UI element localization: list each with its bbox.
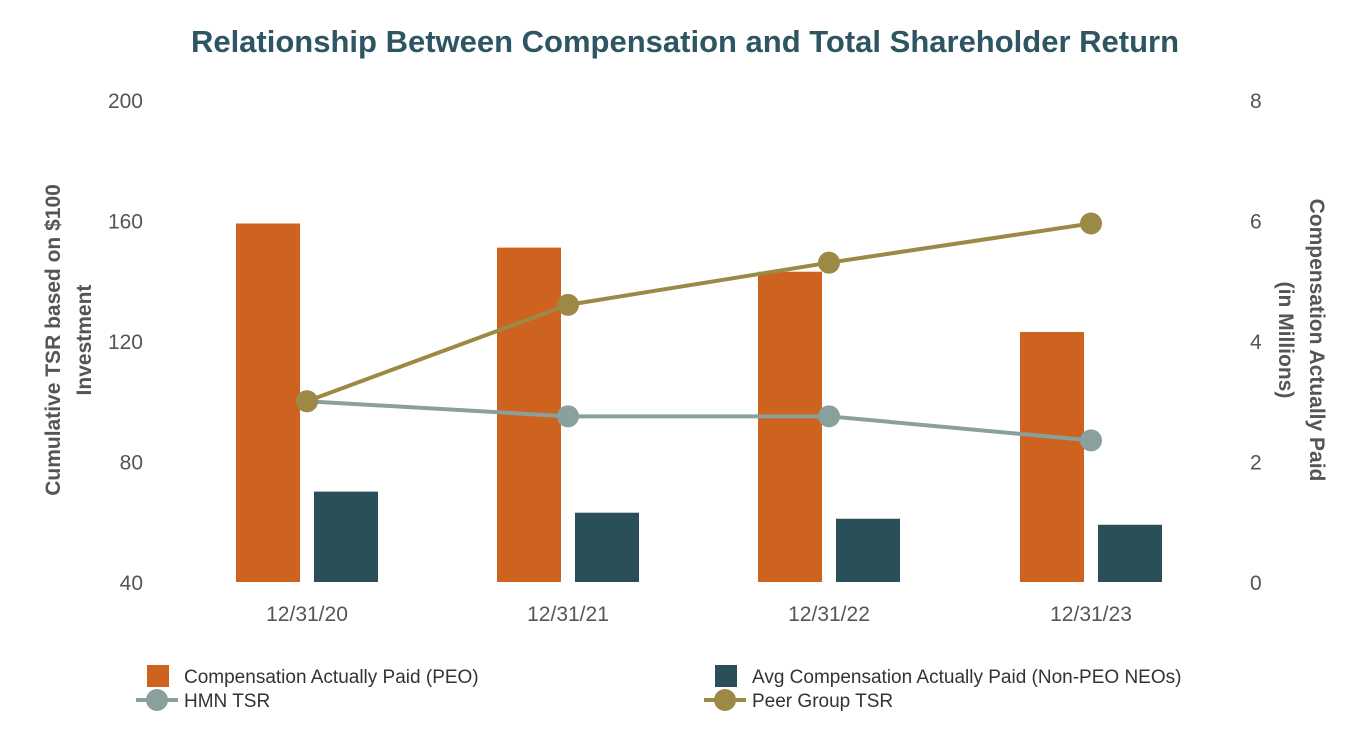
bar-non-peo: [575, 512, 639, 582]
peer-group-tsr-point: [557, 293, 579, 316]
x-tick-label: 12/31/23: [1050, 603, 1132, 626]
right-tick-label: 8: [1250, 90, 1262, 113]
legend-marker: [146, 689, 168, 711]
bar-peo: [236, 223, 300, 582]
legend: Compensation Actually Paid (PEO) Avg Comp…: [136, 665, 1181, 712]
legend-swatch: [715, 665, 737, 687]
bar-non-peo: [1098, 524, 1162, 582]
peer-group-tsr-point: [818, 251, 840, 274]
legend-item: Compensation Actually Paid (PEO): [147, 665, 479, 688]
right-tick-label: 4: [1250, 331, 1262, 354]
legend-swatch: [147, 665, 169, 687]
legend-item: HMN TSR: [136, 689, 270, 712]
bar-non-peo: [836, 518, 900, 582]
x-axis-ticks: 12/31/20 12/31/21 12/31/22 12/31/23: [266, 603, 1132, 626]
legend-label: Peer Group TSR: [752, 691, 893, 712]
hmn-tsr-point: [557, 405, 579, 428]
legend-item: Peer Group TSR: [704, 689, 893, 712]
right-axis-ticks: 0 2 4 6 8: [1250, 90, 1262, 595]
legend-label: HMN TSR: [184, 691, 270, 712]
left-tick-label: 200: [108, 90, 143, 113]
peer-group-tsr-line: [306, 221, 1092, 404]
legend-label: Avg Compensation Actually Paid (Non-PEO …: [752, 667, 1181, 688]
left-tick-label: 40: [120, 572, 143, 595]
right-axis-label-line2: (in Millions): [1274, 282, 1297, 399]
bar-series: [236, 223, 1162, 583]
left-axis-label-line1: Cumulative TSR based on $100: [42, 184, 65, 496]
x-tick-label: 12/31/22: [788, 603, 870, 626]
hmn-tsr-point: [818, 405, 840, 428]
left-axis-label-line2: Investment: [73, 285, 96, 396]
left-tick-label: 160: [108, 211, 143, 234]
legend-marker: [714, 689, 736, 711]
bar-peo: [758, 271, 822, 582]
right-tick-label: 2: [1250, 452, 1262, 475]
bar-non-peo: [314, 491, 378, 582]
peer-group-tsr-point: [296, 390, 318, 413]
bar-peo: [1020, 331, 1084, 582]
hmn-tsr-line: [306, 399, 1092, 443]
right-tick-label: 6: [1250, 211, 1262, 234]
legend-item: Avg Compensation Actually Paid (Non-PEO …: [715, 665, 1181, 688]
chart-title: Relationship Between Compensation and To…: [191, 24, 1179, 59]
hmn-tsr-point: [1080, 429, 1102, 452]
peer-group-tsr-point: [1080, 212, 1102, 235]
left-axis-ticks: 40 80 120 160 200: [108, 90, 143, 595]
left-tick-label: 80: [120, 452, 143, 475]
left-tick-label: 120: [108, 331, 143, 354]
x-tick-label: 12/31/21: [527, 603, 609, 626]
right-axis-label-line1: Compensation Actually Paid: [1305, 199, 1328, 482]
legend-label: Compensation Actually Paid (PEO): [184, 667, 479, 688]
right-tick-label: 0: [1250, 572, 1262, 595]
x-tick-label: 12/31/20: [266, 603, 348, 626]
line-series: [296, 212, 1102, 452]
